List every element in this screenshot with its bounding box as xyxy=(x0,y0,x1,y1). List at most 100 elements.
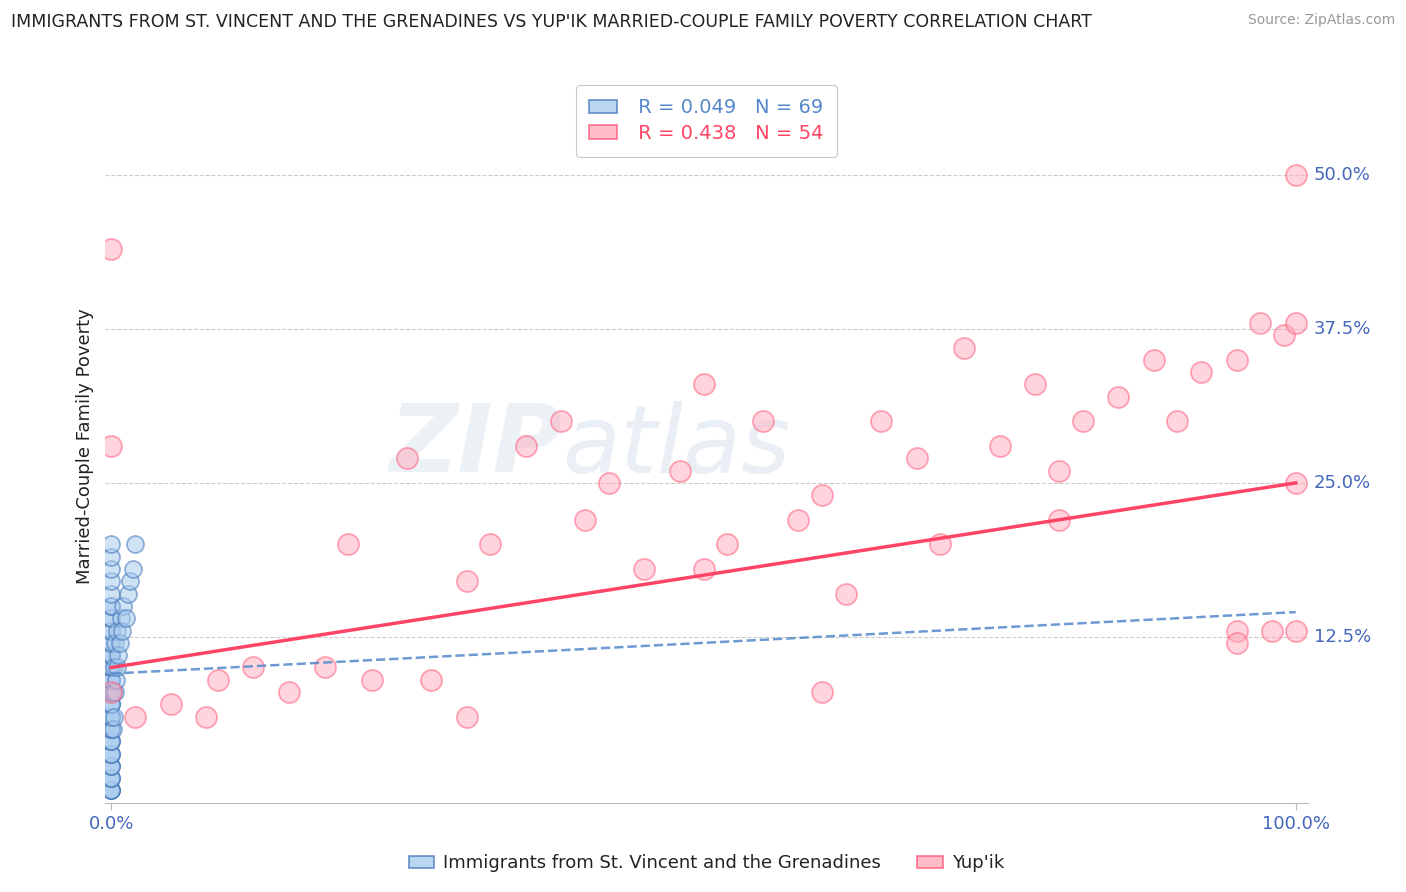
Point xyxy=(101,685,124,699)
Point xyxy=(929,537,952,551)
Point xyxy=(100,636,122,650)
Point xyxy=(100,771,122,785)
Text: Source: ZipAtlas.com: Source: ZipAtlas.com xyxy=(1247,13,1395,28)
Text: 50.0%: 50.0% xyxy=(1313,166,1371,185)
Point xyxy=(100,709,122,723)
Point xyxy=(100,648,122,662)
Point xyxy=(100,783,122,797)
Point xyxy=(1142,352,1164,367)
Point xyxy=(100,783,122,797)
Point xyxy=(479,537,502,551)
Point xyxy=(107,648,129,662)
Point xyxy=(121,562,143,576)
Point xyxy=(100,673,122,687)
Point xyxy=(396,451,419,466)
Point xyxy=(456,709,478,723)
Point xyxy=(100,648,122,662)
Point xyxy=(811,488,834,502)
Y-axis label: Married-Couple Family Poverty: Married-Couple Family Poverty xyxy=(76,308,94,584)
Point xyxy=(100,562,122,576)
Point xyxy=(207,673,229,687)
Point xyxy=(100,549,122,564)
Point xyxy=(752,414,775,428)
Point xyxy=(100,709,122,723)
Point xyxy=(100,660,122,674)
Point xyxy=(110,611,132,625)
Point xyxy=(100,611,122,625)
Point xyxy=(1285,316,1308,330)
Text: ZIP: ZIP xyxy=(389,400,562,492)
Point xyxy=(100,574,122,589)
Legend: Immigrants from St. Vincent and the Grenadines, Yup'ik: Immigrants from St. Vincent and the Gren… xyxy=(402,847,1011,880)
Text: 12.5%: 12.5% xyxy=(1313,628,1371,646)
Point xyxy=(692,562,714,576)
Point xyxy=(100,648,122,662)
Point xyxy=(100,734,122,748)
Point xyxy=(100,698,122,712)
Point xyxy=(100,747,122,761)
Point xyxy=(100,636,122,650)
Point xyxy=(101,722,124,736)
Text: atlas: atlas xyxy=(562,401,790,491)
Point xyxy=(100,685,122,699)
Point xyxy=(104,685,127,699)
Point xyxy=(114,611,136,625)
Point xyxy=(159,698,181,712)
Point xyxy=(550,414,572,428)
Point xyxy=(787,513,810,527)
Point xyxy=(100,771,122,785)
Point xyxy=(120,574,142,589)
Point xyxy=(100,734,122,748)
Point xyxy=(811,685,834,699)
Point xyxy=(337,537,360,551)
Point xyxy=(314,660,336,674)
Point xyxy=(1107,390,1129,404)
Point xyxy=(100,759,122,773)
Point xyxy=(988,439,1011,453)
Point xyxy=(103,660,125,674)
Point xyxy=(456,574,478,589)
Point xyxy=(100,722,122,736)
Point xyxy=(1024,377,1046,392)
Point xyxy=(100,747,122,761)
Text: 25.0%: 25.0% xyxy=(1313,474,1371,491)
Point xyxy=(1285,169,1308,183)
Point xyxy=(905,451,928,466)
Point xyxy=(1285,624,1308,638)
Point xyxy=(105,660,128,674)
Point xyxy=(100,783,122,797)
Point xyxy=(100,685,122,699)
Point xyxy=(100,242,122,256)
Point xyxy=(1047,464,1070,478)
Point xyxy=(100,685,122,699)
Point xyxy=(716,537,738,551)
Point xyxy=(124,537,146,551)
Point xyxy=(100,722,122,736)
Text: IMMIGRANTS FROM ST. VINCENT AND THE GRENADINES VS YUP'IK MARRIED-COUPLE FAMILY P: IMMIGRANTS FROM ST. VINCENT AND THE GREN… xyxy=(11,13,1092,31)
Point xyxy=(1225,636,1247,650)
Point xyxy=(361,673,384,687)
Point xyxy=(105,624,128,638)
Point xyxy=(100,722,122,736)
Point xyxy=(100,537,122,551)
Point xyxy=(124,709,146,723)
Point xyxy=(108,636,131,650)
Point xyxy=(195,709,218,723)
Point xyxy=(100,747,122,761)
Point xyxy=(117,587,139,601)
Point xyxy=(692,377,714,392)
Point xyxy=(1225,624,1247,638)
Point xyxy=(100,611,122,625)
Point xyxy=(1189,365,1212,379)
Point xyxy=(1225,352,1247,367)
Point xyxy=(278,685,301,699)
Point xyxy=(1272,328,1295,343)
Point xyxy=(103,709,125,723)
Point xyxy=(633,562,655,576)
Point xyxy=(100,587,122,601)
Point xyxy=(111,624,134,638)
Point xyxy=(100,660,122,674)
Point xyxy=(100,734,122,748)
Point xyxy=(1261,624,1284,638)
Point xyxy=(515,439,537,453)
